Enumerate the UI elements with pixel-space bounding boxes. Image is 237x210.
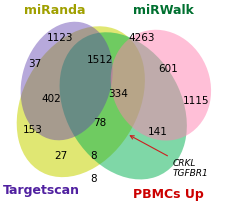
- Text: 1512: 1512: [87, 55, 113, 65]
- Text: 78: 78: [93, 118, 106, 129]
- Ellipse shape: [17, 26, 145, 177]
- Ellipse shape: [21, 22, 113, 140]
- Text: 153: 153: [23, 125, 42, 135]
- Text: 4263: 4263: [129, 33, 155, 43]
- Text: 402: 402: [41, 94, 61, 104]
- Text: miRanda: miRanda: [24, 4, 86, 17]
- Text: 1123: 1123: [46, 33, 73, 43]
- Text: 141: 141: [147, 127, 167, 137]
- Text: miRWalk: miRWalk: [133, 4, 194, 17]
- Text: 334: 334: [109, 89, 128, 100]
- Text: 37: 37: [28, 59, 41, 70]
- Ellipse shape: [111, 30, 211, 140]
- Text: PBMCs Up: PBMCs Up: [133, 188, 203, 201]
- Text: 27: 27: [54, 151, 67, 160]
- Text: 8: 8: [91, 151, 97, 160]
- Ellipse shape: [59, 32, 187, 179]
- Text: 1115: 1115: [183, 96, 210, 106]
- Text: 8: 8: [91, 174, 97, 184]
- Text: Targetscan: Targetscan: [3, 184, 80, 197]
- Text: CRKL
TGFBR1: CRKL TGFBR1: [130, 136, 208, 178]
- Text: 601: 601: [158, 64, 178, 74]
